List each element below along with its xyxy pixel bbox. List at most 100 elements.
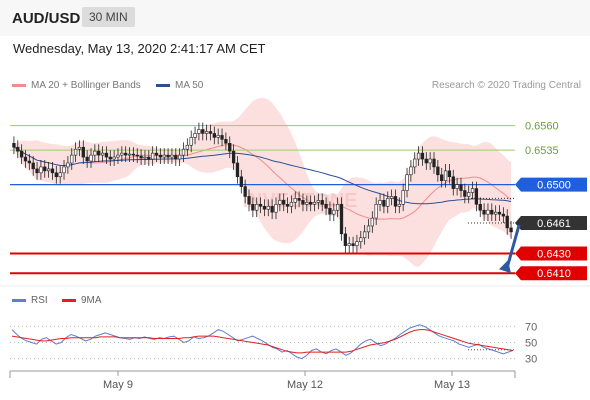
candle-body bbox=[77, 146, 82, 150]
candle-body bbox=[66, 162, 70, 168]
candle-body bbox=[31, 162, 35, 170]
candle-body bbox=[285, 204, 290, 207]
candle-body bbox=[108, 156, 112, 160]
candle-body bbox=[478, 204, 482, 211]
level-label-0.6461: 0.6461 bbox=[537, 218, 571, 230]
candle-body bbox=[332, 209, 336, 215]
candle-body bbox=[351, 243, 355, 246]
candle-body bbox=[19, 150, 24, 158]
candle-body bbox=[409, 166, 413, 176]
candle-body bbox=[443, 170, 448, 181]
candle-body bbox=[97, 150, 101, 156]
candle-body bbox=[204, 131, 209, 134]
level-label-0.6410: 0.6410 bbox=[537, 268, 571, 280]
candle-body bbox=[366, 225, 371, 233]
level-label-0.6430: 0.6430 bbox=[537, 249, 571, 261]
rsi-tick-50: 50 bbox=[525, 338, 537, 350]
level-tag-0.6500 bbox=[515, 177, 587, 192]
candle-body bbox=[339, 204, 344, 235]
candle-body bbox=[274, 204, 278, 213]
level-label-0.6560: 0.6560 bbox=[525, 121, 559, 133]
candle-body bbox=[266, 205, 270, 210]
forecast-arrow-shaft bbox=[505, 224, 521, 269]
candle-body bbox=[401, 190, 405, 205]
candle-body bbox=[309, 202, 313, 205]
candle-body bbox=[258, 204, 263, 207]
rsi-series-RSI bbox=[11, 324, 514, 360]
rsi-series-9MA bbox=[11, 329, 514, 354]
level-label-0.6500: 0.6500 bbox=[537, 180, 571, 192]
candle-body bbox=[131, 153, 136, 156]
candle-body bbox=[436, 166, 440, 176]
candle-body bbox=[420, 152, 425, 160]
candle-body bbox=[251, 204, 255, 211]
candle-body bbox=[120, 152, 124, 156]
candle-body bbox=[416, 152, 421, 160]
candle-body bbox=[181, 148, 186, 156]
legend-rsi: RSI bbox=[12, 295, 48, 306]
candle-body bbox=[297, 198, 301, 201]
legend-ma50: MA 50 bbox=[156, 80, 203, 91]
level-tag-0.6430 bbox=[515, 246, 587, 261]
candle-body bbox=[455, 184, 459, 189]
candle-body bbox=[27, 160, 31, 164]
candle-body bbox=[12, 142, 16, 148]
x-tick-label: May 12 bbox=[287, 379, 323, 391]
ma50-line bbox=[13, 146, 512, 205]
candle-body bbox=[474, 188, 479, 205]
level-label-0.6535: 0.6535 bbox=[525, 145, 559, 157]
ma9-swatch bbox=[62, 299, 76, 302]
candle-body bbox=[312, 202, 317, 205]
candle-body bbox=[278, 200, 282, 205]
ma20-line bbox=[13, 144, 512, 220]
legend-9ma-label: 9MA bbox=[81, 295, 102, 306]
candle-body bbox=[162, 154, 166, 158]
legend-ma50-label: MA 50 bbox=[175, 80, 204, 91]
rsi-tick-30: 30 bbox=[525, 354, 537, 366]
candle-body bbox=[305, 202, 309, 205]
candle-body bbox=[151, 152, 155, 160]
candle-body bbox=[243, 186, 247, 197]
credit-text: Research © 2020 Trading Central bbox=[431, 80, 581, 91]
candle-body bbox=[154, 152, 159, 156]
datetime-label: Wednesday, May 13, 2020 2:41:17 AM CET bbox=[13, 41, 266, 56]
candle-body bbox=[482, 209, 486, 215]
candle-body bbox=[177, 154, 182, 160]
candle-body bbox=[378, 200, 382, 205]
candle-body bbox=[212, 133, 216, 138]
candle-body bbox=[255, 204, 259, 211]
candle-body bbox=[451, 176, 455, 189]
candle-body bbox=[336, 204, 340, 211]
candle-body bbox=[343, 233, 348, 246]
candle-body bbox=[424, 158, 428, 164]
candle-body bbox=[301, 200, 305, 205]
candle-body bbox=[235, 162, 240, 178]
timeframe-button[interactable]: 30 MIN bbox=[82, 7, 135, 27]
candle-body bbox=[486, 209, 490, 215]
candle-body bbox=[247, 196, 251, 205]
candle-body bbox=[497, 211, 502, 215]
candle-body bbox=[127, 153, 132, 156]
ma20-swatch bbox=[12, 84, 26, 87]
candle-body bbox=[135, 154, 139, 157]
candle-body bbox=[85, 156, 89, 162]
candle-body bbox=[463, 190, 467, 197]
candle-body bbox=[262, 205, 267, 210]
rsi-tick-70: 70 bbox=[525, 321, 537, 333]
candle-body bbox=[143, 156, 147, 159]
candle-body bbox=[382, 200, 386, 207]
bollinger-band bbox=[13, 97, 512, 268]
candle-body bbox=[320, 200, 324, 205]
candle-body bbox=[208, 131, 213, 134]
legend-ma20: MA 20 + Bollinger Bands bbox=[12, 80, 141, 91]
rsi-swatch bbox=[12, 299, 26, 302]
legend-9ma: 9MA bbox=[62, 295, 102, 306]
candle-body bbox=[93, 150, 97, 156]
candle-body bbox=[73, 148, 78, 156]
forecast-arrow-head bbox=[499, 260, 511, 274]
ma50-swatch bbox=[156, 84, 170, 87]
candle-body bbox=[328, 207, 332, 215]
candle-body bbox=[447, 170, 452, 178]
candle-body bbox=[189, 137, 193, 146]
